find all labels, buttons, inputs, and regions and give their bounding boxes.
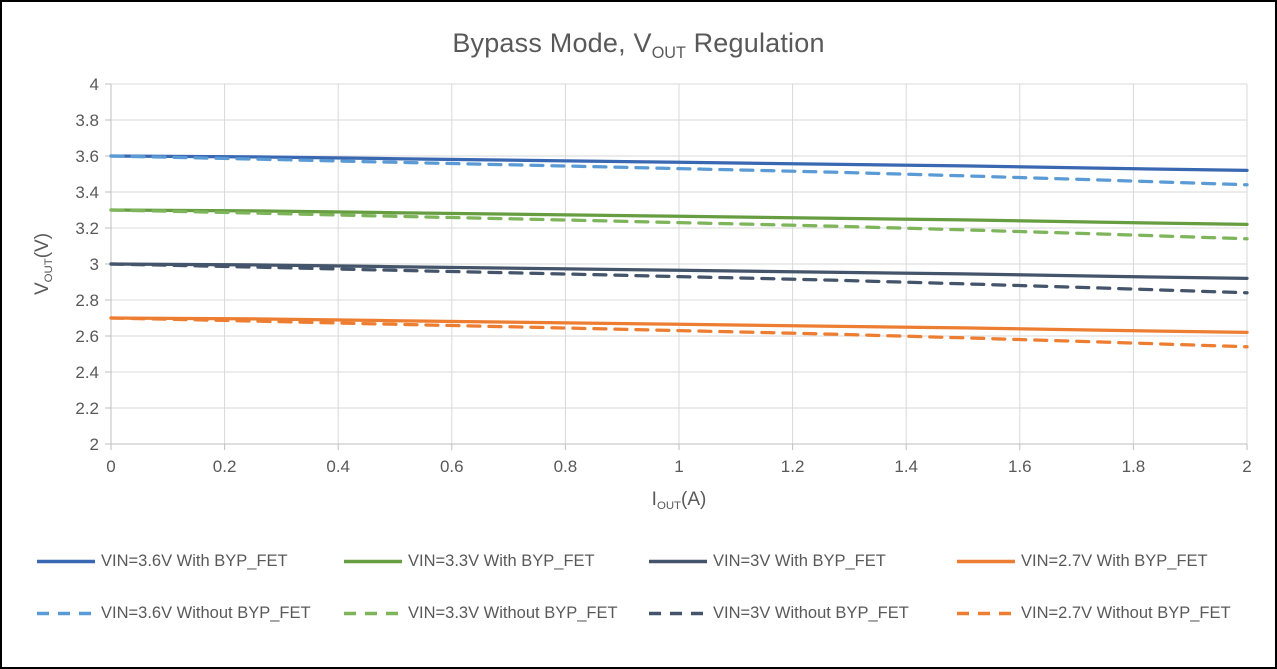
svg-text:0: 0 [106, 457, 115, 476]
legend-label: VIN=3.3V With BYP_FET [408, 551, 595, 570]
y-axis-title-text: V [32, 282, 53, 296]
series-line [109, 208, 1249, 241]
series-line [109, 262, 1249, 295]
series-line [109, 154, 1249, 187]
series-line [109, 208, 1249, 227]
svg-text:1: 1 [674, 457, 683, 476]
chart-title: Bypass Mode, VOUT Regulation [2, 28, 1275, 62]
svg-text:2: 2 [1242, 457, 1251, 476]
legend-item-vin-2v7-without: VIN=2.7V Without BYP_FET [957, 604, 1231, 623]
svg-text:2.2: 2.2 [75, 399, 99, 418]
svg-text:0.8: 0.8 [554, 457, 578, 476]
x-axis-title-text: (A) [681, 489, 707, 510]
legend-item-vin-3v6-without: VIN=3.6V Without BYP_FET [37, 604, 344, 623]
svg-text:0.2: 0.2 [213, 457, 237, 476]
series-line [109, 262, 1249, 281]
y-axis-title-subscript: OUT [42, 258, 55, 283]
legend-label: VIN=2.7V With BYP_FET [1021, 551, 1208, 570]
y-axis-title-text: (V) [32, 232, 53, 259]
legend-line-sample [957, 611, 1015, 615]
chart-title-text: Regulation [685, 28, 825, 58]
svg-text:2.6: 2.6 [75, 327, 99, 346]
legend-label: VIN=3.6V With BYP_FET [101, 551, 288, 570]
x-axis-title: IOUT(A) [651, 489, 707, 512]
x-axis-title-subscript: OUT [656, 499, 681, 512]
chart-title-text: Bypass Mode, V [452, 28, 652, 58]
svg-text:2.4: 2.4 [75, 363, 99, 382]
legend-item-vin-3v6-with: VIN=3.6V With BYP_FET [37, 552, 344, 571]
svg-text:1.8: 1.8 [1122, 457, 1146, 476]
series-line [109, 316, 1249, 335]
legend-label: VIN=3.6V Without BYP_FET [101, 603, 311, 622]
svg-text:2: 2 [90, 435, 99, 454]
legend-item-vin-3v-without: VIN=3V Without BYP_FET [649, 604, 957, 623]
legend-line-sample [344, 611, 402, 615]
legend-item-vin-2v7-with: VIN=2.7V With BYP_FET [957, 552, 1231, 571]
legend-label: VIN=3V Without BYP_FET [713, 603, 909, 622]
svg-text:3.6: 3.6 [75, 147, 99, 166]
svg-text:0.4: 0.4 [326, 457, 350, 476]
legend-label: VIN=3.3V Without BYP_FET [408, 603, 618, 622]
legend-label: VIN=3V With BYP_FET [713, 551, 886, 570]
chart-title-subscript: OUT [651, 43, 686, 62]
legend-item-vin-3v3-without: VIN=3.3V Without BYP_FET [344, 604, 649, 623]
legend-line-sample [649, 559, 707, 563]
plot-area: 0 0.2 0.4 0.6 0.8 1 1.2 1.4 1.6 1.8 2 4 3.8 3.6 3.4 3.2… [75, 75, 1251, 476]
svg-text:4: 4 [90, 75, 99, 94]
svg-text:3: 3 [90, 255, 99, 274]
x-axis-title-text: I [651, 489, 657, 510]
legend-line-sample [649, 611, 707, 615]
legend-item-vin-3v-with: VIN=3V With BYP_FET [649, 552, 957, 571]
svg-text:3.8: 3.8 [75, 111, 99, 130]
legend-line-sample [957, 559, 1015, 563]
legend-line-sample [344, 559, 402, 563]
series-line [109, 154, 1249, 173]
svg-text:1.2: 1.2 [781, 457, 805, 476]
series-line [109, 316, 1249, 349]
svg-text:1.4: 1.4 [894, 457, 918, 476]
legend-line-sample [37, 559, 95, 563]
legend-item-vin-3v3-with: VIN=3.3V With BYP_FET [344, 552, 649, 571]
legend: VIN=3.6V With BYP_FET VIN=3.3V With BYP_… [37, 535, 1231, 639]
svg-text:3.4: 3.4 [75, 183, 99, 202]
legend-label: VIN=2.7V Without BYP_FET [1021, 603, 1231, 622]
svg-text:1.6: 1.6 [1008, 457, 1032, 476]
svg-text:3.2: 3.2 [75, 219, 99, 238]
legend-line-sample [37, 611, 95, 615]
svg-text:2.8: 2.8 [75, 291, 99, 310]
svg-text:0.6: 0.6 [440, 457, 464, 476]
y-axis-title: VOUT(V) [32, 232, 55, 296]
